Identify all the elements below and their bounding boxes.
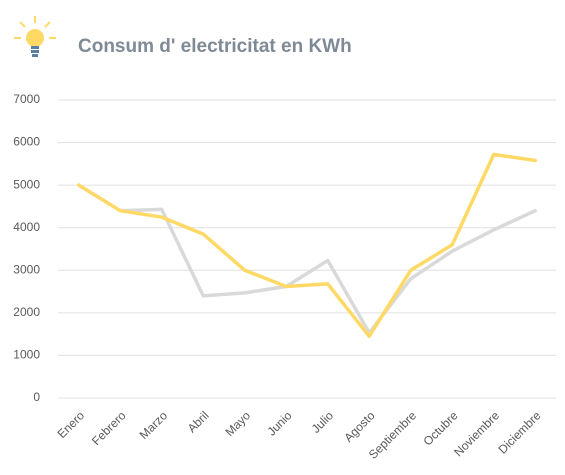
y-tick-label: 2000 [13,305,40,319]
x-tick-label: Mayo [222,408,253,439]
x-tick-label: Febrero [89,408,129,448]
y-tick-label: 3000 [13,262,40,276]
y-tick-label: 5000 [13,177,40,191]
x-tick-label: Agosto [341,408,378,445]
series-line [77,183,537,335]
series-line [77,152,537,339]
y-tick-label: 6000 [13,135,40,149]
x-tick-label: Noviembre [451,408,502,459]
x-tick-label: Marzo [137,408,171,442]
x-tick-label: Diciembre [496,408,544,456]
y-tick-label: 1000 [13,348,40,362]
x-tick-label: Julio [309,408,337,436]
x-tick-label: Octubre [421,408,461,448]
x-tick-label: Enero [55,408,88,441]
x-tick-label: Junio [264,408,294,438]
bulb-icon [14,16,56,57]
chart-title: Consum d' electricitat en KWh [78,36,352,57]
x-tick-label: Abril [185,408,212,435]
y-tick-label: 0 [33,390,40,404]
y-tick-label: 7000 [13,92,40,106]
y-tick-label: 4000 [13,220,40,234]
